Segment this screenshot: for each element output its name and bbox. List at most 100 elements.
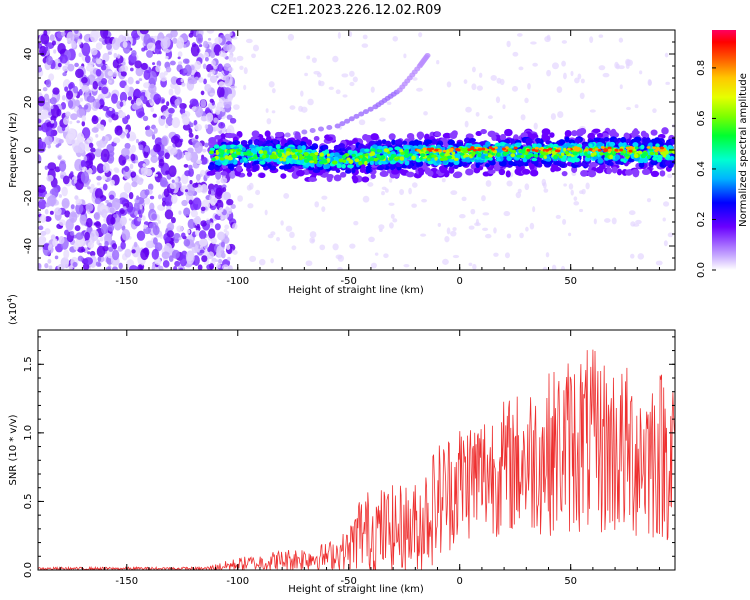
noise-blob	[194, 123, 203, 131]
signal-band-blob	[576, 129, 583, 137]
signal-band-blob	[243, 151, 248, 156]
signal-peak-blob	[652, 146, 657, 150]
x-tick-label: -150	[115, 576, 138, 587]
noise-blob	[162, 36, 171, 49]
faint-noise-blob	[459, 214, 466, 219]
faint-noise-blob	[209, 92, 215, 96]
noise-blob	[183, 163, 189, 168]
faint-noise-blob	[361, 43, 369, 48]
signal-band-blob	[253, 154, 258, 159]
noise-blob	[45, 79, 52, 88]
signal-band-blob	[431, 154, 437, 158]
noise-blob	[140, 95, 145, 101]
signal-band-blob	[449, 131, 458, 140]
signal-band-blob	[342, 159, 347, 163]
signal-band-blob	[226, 149, 231, 154]
noise-blob	[169, 182, 177, 190]
signal-band-blob	[410, 147, 417, 152]
signal-peak-blob	[646, 146, 651, 149]
noise-blob	[119, 101, 124, 107]
signal-band-blob	[642, 157, 649, 164]
signal-band-blob	[597, 157, 604, 164]
noise-blob	[72, 261, 78, 268]
signal-peak-blob	[655, 148, 660, 152]
noise-blob	[190, 43, 200, 57]
signal-peak-blob	[484, 148, 489, 151]
noise-blob	[196, 223, 200, 229]
signal-band-blob	[603, 152, 609, 156]
signal-peak-blob	[472, 148, 477, 152]
noise-blob	[47, 245, 52, 251]
noise-blob	[143, 221, 149, 226]
signal-peak-blob	[597, 148, 602, 152]
noise-blob	[51, 40, 56, 46]
faint-noise-blob	[532, 206, 536, 213]
signal-band-blob	[599, 152, 605, 156]
signal-band-blob	[595, 166, 604, 174]
noise-blob	[217, 231, 226, 241]
noise-blob	[183, 238, 191, 247]
noise-blob	[222, 44, 230, 52]
signal-band-blob	[631, 129, 638, 137]
faint-noise-blob	[478, 72, 483, 78]
signal-peak-blob	[438, 149, 443, 153]
noise-blob	[165, 124, 169, 129]
noise-blob	[94, 188, 103, 200]
noise-blob	[207, 246, 211, 253]
noise-blob	[215, 171, 222, 180]
faint-noise-blob	[218, 96, 226, 104]
noise-blob	[47, 162, 57, 171]
noise-blob	[217, 258, 223, 264]
faint-noise-blob	[618, 37, 624, 43]
noise-blob	[214, 36, 223, 44]
noise-blob	[188, 199, 193, 205]
noise-blob	[190, 209, 198, 218]
noise-blob	[86, 95, 96, 103]
noise-blob	[105, 199, 109, 204]
faint-noise-blob	[217, 263, 221, 269]
faint-noise-blob	[580, 78, 585, 84]
signal-band-blob	[665, 160, 671, 166]
signal-band-blob	[319, 152, 324, 157]
noise-blob	[90, 47, 98, 56]
faint-noise-blob	[472, 263, 477, 270]
faint-noise-blob	[632, 223, 640, 227]
rising-trace-blob	[362, 109, 369, 115]
noise-blob	[84, 55, 91, 64]
faint-noise-blob	[259, 258, 266, 266]
faint-noise-blob	[243, 67, 248, 75]
signal-band-blob	[456, 141, 464, 147]
faint-noise-blob	[392, 35, 398, 42]
noise-blob	[216, 86, 225, 99]
signal-band-blob	[616, 168, 623, 176]
noise-blob	[186, 229, 191, 234]
faint-noise-blob	[349, 243, 356, 249]
rising-trace-blob	[326, 125, 333, 130]
faint-noise-blob	[321, 195, 328, 200]
signal-band-blob	[430, 138, 438, 145]
faint-noise-blob	[551, 62, 559, 70]
signal-band-blob	[654, 151, 659, 156]
noise-blob	[90, 229, 99, 242]
noise-blob	[152, 225, 160, 236]
signal-peak-blob	[661, 148, 666, 152]
noise-blob	[75, 68, 84, 79]
signal-band-blob	[399, 168, 405, 174]
noise-blob	[218, 122, 226, 129]
faint-noise-blob	[283, 192, 290, 199]
faint-noise-blob	[519, 232, 524, 239]
signal-peak-blob	[629, 145, 634, 149]
noise-blob	[227, 256, 231, 261]
spectrogram-xlabel: Height of straight line (km)	[288, 285, 424, 296]
signal-band-blob	[642, 151, 648, 157]
signal-band-blob	[240, 139, 248, 146]
rising-trace-blob	[348, 116, 355, 122]
noise-blob	[108, 79, 112, 84]
noise-blob	[158, 265, 164, 270]
noise-blob	[157, 194, 162, 200]
faint-noise-blob	[463, 79, 468, 84]
signal-band-blob	[394, 139, 403, 145]
signal-band-blob	[347, 149, 353, 154]
noise-blob	[106, 43, 112, 50]
signal-band-blob	[248, 157, 254, 161]
